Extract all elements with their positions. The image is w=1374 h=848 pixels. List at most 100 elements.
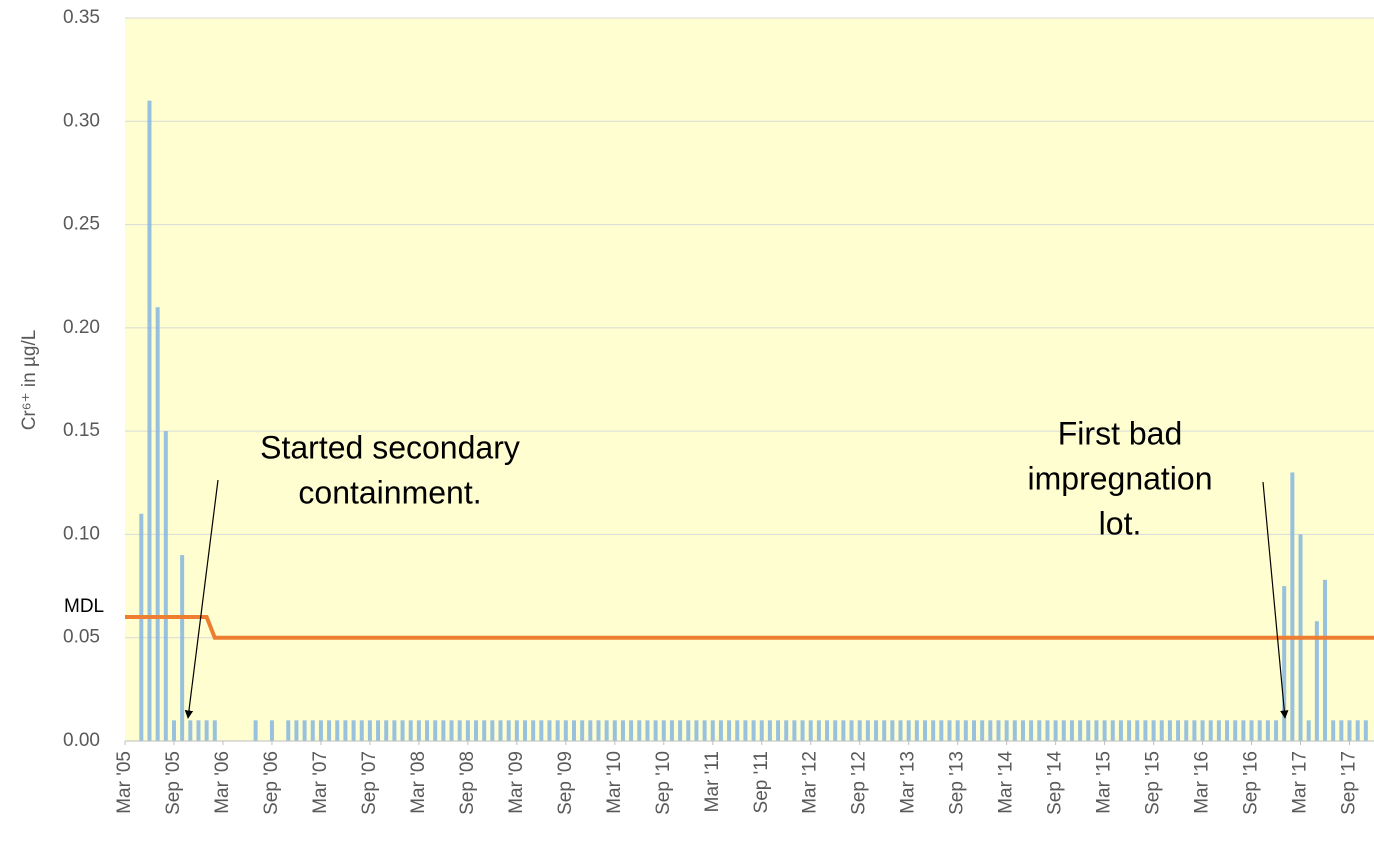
bar	[645, 720, 650, 741]
x-tick-label: Mar '11	[702, 751, 723, 812]
bar	[857, 720, 862, 741]
bar	[433, 720, 438, 741]
bar	[1118, 720, 1123, 741]
bar	[1257, 720, 1262, 741]
bar	[580, 720, 585, 741]
bar	[376, 720, 381, 741]
bar	[286, 720, 291, 741]
bar	[327, 720, 332, 741]
x-tick-label: Sep '17	[1339, 751, 1360, 815]
bar	[408, 720, 413, 741]
y-tick-label: 0.25	[63, 214, 100, 235]
bar	[441, 720, 446, 741]
x-tick-label: Sep '11	[751, 751, 772, 813]
bar	[702, 720, 707, 741]
bar	[669, 720, 674, 741]
bar	[882, 720, 887, 741]
y-tick-label: 0.00	[63, 730, 100, 751]
bar	[1233, 720, 1238, 741]
bar	[963, 720, 968, 741]
bar	[808, 720, 813, 741]
bar	[1290, 472, 1295, 741]
x-tick-label: Mar '13	[898, 751, 919, 814]
bar	[498, 720, 503, 741]
bar	[367, 720, 372, 741]
x-tick-label: Sep '14	[1045, 751, 1066, 815]
bar	[571, 720, 576, 741]
x-tick-label: Mar '15	[1094, 751, 1115, 814]
x-tick-label: Mar '05	[114, 751, 135, 814]
bar	[596, 720, 601, 741]
bar	[743, 720, 748, 741]
y-tick-label: 0.10	[63, 523, 100, 544]
x-tick-label: Sep '09	[555, 751, 576, 815]
bar	[1094, 720, 1099, 741]
bar	[1249, 720, 1254, 741]
x-tick-label: Sep '07	[359, 751, 380, 815]
y-tick-label: 0.35	[63, 7, 100, 28]
bar	[767, 720, 772, 741]
y-tick-label: 0.30	[63, 110, 100, 131]
bar	[416, 720, 421, 741]
bar	[718, 720, 723, 741]
bar	[1069, 720, 1074, 741]
bar	[914, 720, 919, 741]
bar	[604, 720, 609, 741]
bar	[1110, 720, 1115, 741]
x-tick-label: Sep '06	[261, 751, 282, 815]
bar	[514, 720, 519, 741]
bar	[1323, 579, 1328, 741]
bar	[1265, 720, 1270, 741]
bar	[776, 720, 781, 741]
bar	[955, 720, 960, 741]
bar	[1216, 720, 1221, 741]
bar	[1143, 720, 1148, 741]
bar	[1241, 720, 1246, 741]
x-tick-label: Sep '08	[457, 751, 478, 815]
bar	[816, 720, 821, 741]
bar	[841, 720, 846, 741]
bar	[800, 720, 805, 741]
bar	[906, 720, 911, 741]
bar	[163, 431, 168, 741]
bar	[547, 720, 552, 741]
bar	[1339, 720, 1344, 741]
annotation-arrow	[184, 479, 219, 719]
x-tick-label: Sep '13	[947, 751, 968, 815]
bar	[1225, 720, 1230, 741]
bar	[523, 720, 528, 741]
bar	[637, 720, 642, 741]
annotation-text: impregnation	[1028, 460, 1213, 496]
bar	[531, 720, 536, 741]
bar	[923, 720, 928, 741]
bar	[661, 720, 666, 741]
bar	[139, 513, 144, 741]
bar	[343, 720, 348, 741]
bar	[694, 720, 699, 741]
bar	[392, 720, 397, 741]
bar	[988, 720, 993, 741]
bar	[735, 720, 740, 741]
bar	[1200, 720, 1205, 741]
bar	[678, 720, 683, 741]
bar	[425, 720, 430, 741]
bar	[727, 720, 732, 741]
x-tick-label: Mar '06	[212, 751, 233, 814]
y-tick-label: 0.15	[63, 420, 100, 441]
bar	[947, 720, 952, 741]
x-tick-label: Mar '10	[604, 751, 625, 814]
bar	[1363, 720, 1368, 741]
x-tick-label: Mar '12	[800, 751, 821, 814]
y-tick-label: 0.05	[63, 627, 100, 648]
bar	[1192, 720, 1197, 741]
bar	[792, 720, 797, 741]
bar	[196, 720, 201, 741]
bar	[686, 720, 691, 741]
bar	[825, 720, 830, 741]
bar	[849, 720, 854, 741]
bar	[294, 720, 299, 741]
bar	[351, 720, 356, 741]
bar	[1306, 720, 1311, 741]
bar	[318, 720, 323, 741]
